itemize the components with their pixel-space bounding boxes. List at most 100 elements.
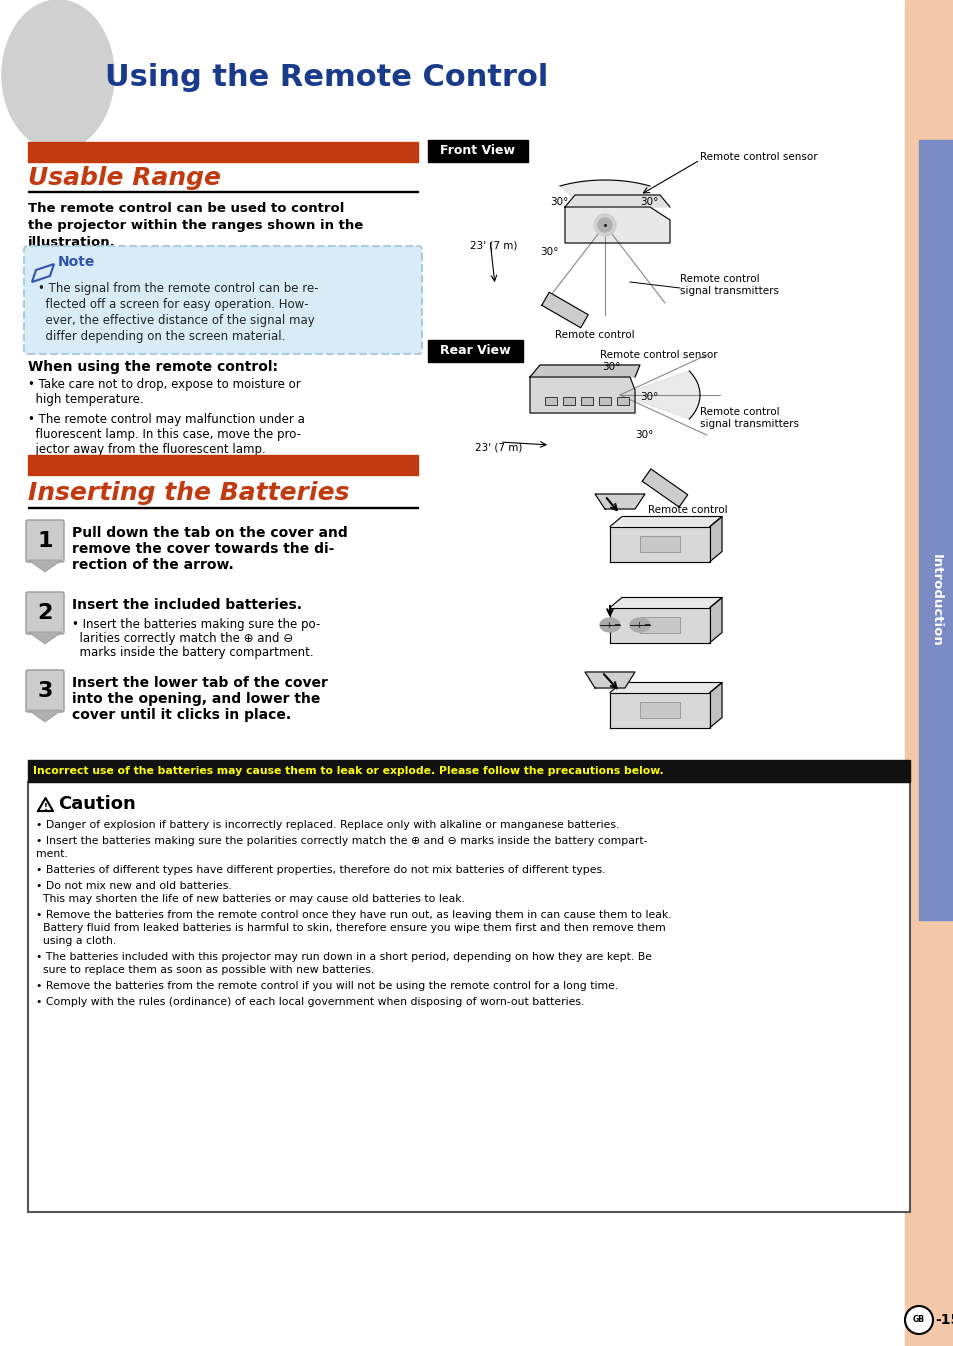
Text: • Do not mix new and old batteries.: • Do not mix new and old batteries.	[36, 882, 232, 891]
Ellipse shape	[594, 214, 616, 236]
Text: Note: Note	[58, 254, 95, 269]
Text: Insert the included batteries.: Insert the included batteries.	[71, 598, 302, 612]
Text: −: −	[613, 621, 619, 630]
Polygon shape	[38, 798, 53, 812]
Text: Remote control sensor: Remote control sensor	[700, 152, 817, 162]
Bar	[28, 506, 417, 507]
Text: !: !	[44, 804, 48, 813]
Bar	[28, 782, 909, 1211]
Text: jector away from the fluorescent lamp.: jector away from the fluorescent lamp.	[28, 443, 266, 456]
Polygon shape	[530, 377, 635, 413]
Text: Remote control
signal transmitters: Remote control signal transmitters	[700, 408, 799, 429]
Bar	[428, 140, 527, 162]
Text: • Take care not to drop, expose to moisture or: • Take care not to drop, expose to moist…	[28, 378, 300, 390]
Text: 2: 2	[37, 603, 52, 623]
Bar	[28, 455, 417, 475]
Text: high temperature.: high temperature.	[28, 393, 144, 406]
Bar	[617, 397, 628, 405]
Polygon shape	[559, 180, 649, 225]
Polygon shape	[609, 598, 721, 607]
Text: Inserting the Batteries: Inserting the Batteries	[28, 481, 349, 505]
Text: illustration.: illustration.	[28, 236, 115, 249]
Text: 23' (7 m): 23' (7 m)	[475, 441, 522, 452]
Text: larities correctly match the ⊕ and ⊖: larities correctly match the ⊕ and ⊖	[71, 633, 293, 645]
Text: When using the remote control:: When using the remote control:	[28, 359, 277, 374]
Bar	[598, 397, 610, 405]
Bar	[639, 536, 679, 552]
Bar	[904, 0, 953, 1346]
Polygon shape	[28, 633, 62, 643]
Text: +: +	[635, 621, 641, 630]
Text: • Remove the batteries from the remote control if you will not be using the remo: • Remove the batteries from the remote c…	[36, 981, 618, 991]
Text: • The signal from the remote control can be re-: • The signal from the remote control can…	[38, 283, 318, 295]
Polygon shape	[709, 682, 721, 727]
Polygon shape	[609, 517, 721, 526]
Text: using a cloth.: using a cloth.	[36, 935, 116, 946]
Polygon shape	[28, 709, 62, 721]
Text: • Insert the batteries making sure the po-: • Insert the batteries making sure the p…	[71, 618, 320, 631]
Bar	[639, 616, 679, 633]
Polygon shape	[641, 468, 687, 507]
Text: ever, the effective distance of the signal may: ever, the effective distance of the sign…	[38, 314, 314, 327]
Text: GB: GB	[912, 1315, 924, 1324]
Text: This may shorten the life of new batteries or may cause old batteries to leak.: This may shorten the life of new batteri…	[36, 894, 464, 905]
Bar	[580, 397, 593, 405]
Bar	[639, 703, 679, 717]
Text: Remote control: Remote control	[555, 330, 634, 341]
Text: 30°: 30°	[639, 392, 658, 402]
FancyBboxPatch shape	[26, 670, 64, 712]
Polygon shape	[541, 292, 588, 327]
Text: Battery fluid from leaked batteries is harmful to skin, therefore ensure you wip: Battery fluid from leaked batteries is h…	[36, 923, 665, 933]
Text: ment.: ment.	[36, 849, 68, 859]
Text: 30°: 30°	[635, 429, 653, 440]
Polygon shape	[609, 682, 721, 692]
Bar	[544, 397, 557, 405]
Polygon shape	[564, 207, 669, 244]
Text: 1: 1	[37, 532, 52, 551]
Text: • Insert the batteries making sure the polarities correctly match the ⊕ and ⊖ ma: • Insert the batteries making sure the p…	[36, 836, 647, 847]
Polygon shape	[709, 517, 721, 561]
FancyBboxPatch shape	[26, 520, 64, 563]
Polygon shape	[564, 195, 669, 207]
Text: remove the cover towards the di-: remove the cover towards the di-	[71, 542, 334, 556]
FancyBboxPatch shape	[24, 246, 421, 354]
Text: Usable Range: Usable Range	[28, 166, 221, 190]
Text: Caution: Caution	[58, 795, 135, 813]
Text: 30°: 30°	[601, 362, 619, 371]
Text: flected off a screen for easy operation. How-: flected off a screen for easy operation.…	[38, 297, 309, 311]
Polygon shape	[609, 526, 709, 561]
Text: into the opening, and lower the: into the opening, and lower the	[71, 692, 320, 707]
Bar	[28, 191, 417, 192]
Polygon shape	[609, 607, 709, 642]
Text: the projector within the ranges shown in the: the projector within the ranges shown in…	[28, 219, 363, 232]
Text: Remote control: Remote control	[647, 505, 727, 516]
Text: 23' (7 m): 23' (7 m)	[470, 240, 517, 250]
Text: 30°: 30°	[550, 197, 568, 207]
Text: marks inside the battery compartment.: marks inside the battery compartment.	[71, 646, 314, 660]
Text: • Comply with the rules (ordinance) of each local government when disposing of w: • Comply with the rules (ordinance) of e…	[36, 997, 584, 1007]
Text: +: +	[604, 621, 611, 630]
Ellipse shape	[2, 0, 113, 149]
Ellipse shape	[598, 218, 612, 232]
Text: sure to replace them as soon as possible with new batteries.: sure to replace them as soon as possible…	[36, 965, 374, 975]
Ellipse shape	[599, 618, 619, 633]
Bar	[918, 140, 953, 921]
Text: cover until it clicks in place.: cover until it clicks in place.	[71, 708, 291, 721]
Polygon shape	[28, 560, 62, 572]
Polygon shape	[595, 494, 644, 509]
Text: 30°: 30°	[539, 248, 558, 257]
Text: Introduction: Introduction	[929, 553, 942, 646]
Text: differ depending on the screen material.: differ depending on the screen material.	[38, 330, 285, 343]
Polygon shape	[530, 365, 639, 377]
Text: Front View: Front View	[440, 144, 515, 157]
Ellipse shape	[629, 618, 649, 633]
Text: 3: 3	[37, 681, 52, 701]
Circle shape	[904, 1306, 932, 1334]
Text: 30°: 30°	[639, 197, 658, 207]
Text: Pull down the tab on the cover and: Pull down the tab on the cover and	[71, 526, 348, 540]
Text: rection of the arrow.: rection of the arrow.	[71, 559, 233, 572]
Text: -15: -15	[934, 1312, 953, 1327]
Bar	[562, 397, 575, 405]
Text: • The remote control may malfunction under a: • The remote control may malfunction und…	[28, 413, 305, 425]
Polygon shape	[709, 598, 721, 642]
